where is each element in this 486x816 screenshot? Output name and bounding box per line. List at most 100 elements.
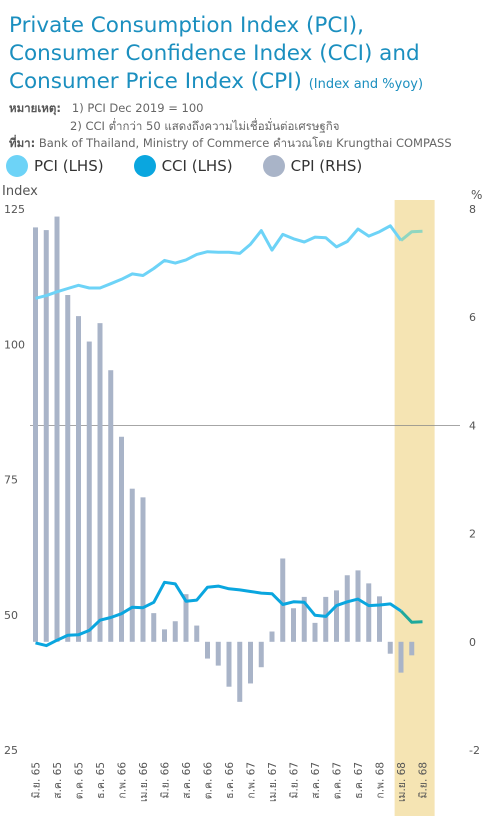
left-tick-label: 75: [4, 474, 18, 487]
source-text: Bank of Thailand, Ministry of Commerce ค…: [35, 136, 452, 150]
cpi-bar: [269, 631, 275, 642]
x-tick-label: ต.ค. 66: [203, 762, 215, 800]
x-tick-label: ก.พ. 68: [375, 762, 387, 799]
x-tick-label: ส.ค. 67: [310, 762, 322, 799]
title-line-3: Consumer Price Index (CPI): [9, 69, 302, 94]
note-label: หมายเหตุ:: [9, 101, 61, 115]
right-tick-label: 0: [469, 636, 476, 649]
cci-swatch-icon: [133, 155, 156, 177]
cpi-bar: [387, 641, 393, 654]
legend-item-cpi: CPI (RHS): [262, 155, 363, 177]
chart-area: Index % 125 100 75 50 25 8 6 4 2 0 -2 มิ.ย. 65 ส.ค.…: [2, 184, 482, 816]
cpi-swatch-icon: [262, 155, 285, 177]
forecast-shading: [394, 200, 435, 816]
cpi-bar: [162, 629, 167, 642]
cpi-bar: [366, 583, 372, 642]
x-tick-label: ธ.ค. 66: [224, 762, 236, 799]
note-line-1: 1) PCI Dec 2019 = 100: [71, 101, 204, 115]
x-tick-label: เม.ย. 67: [267, 762, 279, 802]
legend: PCI (LHS) CCI (LHS) CPI (RHS): [6, 154, 392, 178]
cpi-bar: [86, 341, 92, 642]
right-tick-label: 2: [469, 528, 476, 541]
cpi-bar: [398, 641, 404, 673]
legend-label-cci: CCI (LHS): [161, 157, 233, 175]
cpi-bar: [237, 641, 243, 702]
cpi-bar: [280, 558, 286, 642]
x-tick-label: เม.ย. 68: [396, 762, 408, 802]
left-tick-label: 125: [4, 203, 25, 216]
cpi-bar: [215, 641, 221, 666]
index-lines: [35, 224, 423, 648]
cpi-bar: [258, 641, 264, 668]
x-tick-label: ต.ค. 65: [74, 762, 86, 799]
x-tick-label: ธ.ค. 65: [95, 762, 107, 799]
source-label: ที่มา:: [9, 136, 36, 150]
right-tick-label: 6: [469, 311, 476, 324]
left-tick-label: 25: [4, 744, 18, 757]
cpi-bar: [65, 295, 71, 642]
title-line-2: Consumer Confidence Index (CCI) and: [9, 41, 420, 66]
title-line-1: Private Consumption Index (PCI),: [9, 13, 364, 38]
cpi-bar: [33, 227, 38, 642]
x-tick-label: ธ.ค. 67: [353, 762, 365, 799]
cpi-bar: [129, 488, 135, 642]
cpi-bar: [226, 641, 232, 687]
cpi-bar: [108, 370, 114, 642]
note-line-2: 2) CCI ต่ำกว่า 50 แสดงถึงความไม่เชื่อมั่…: [70, 119, 340, 133]
left-axis-label: Index: [2, 184, 38, 199]
pci-forecast-line: [400, 229, 423, 242]
cpi-bar: [54, 216, 60, 642]
cpi-bar: [183, 594, 189, 642]
title-unit-note: (Index and %yoy): [308, 77, 424, 92]
right-axis-label: %: [471, 188, 482, 202]
cpi-bar: [119, 436, 124, 642]
right-tick-label: 8: [469, 203, 476, 216]
source-row: ที่มา: Bank of Thailand, Ministry of Com…: [9, 135, 452, 153]
cpi-bar: [97, 323, 103, 642]
cpi-bar: [334, 590, 339, 642]
cpi-bar: [291, 608, 296, 642]
cpi-bar: [76, 316, 81, 642]
cpi-bar: [205, 641, 210, 659]
cpi-bar: [248, 641, 253, 684]
note-row-1: หมายเหตุ: 1) PCI Dec 2019 = 100: [9, 100, 203, 118]
cpi-bar: [409, 641, 415, 656]
right-tick-label: 4: [469, 419, 476, 432]
legend-label-cpi: CPI (RHS): [290, 157, 363, 175]
cpi-bars: [33, 216, 415, 702]
cpi-bar: [323, 596, 329, 642]
x-tick-labels: มิ.ย. 65 ส.ค. 65 ต.ค. 65 ธ.ค. 65 ก.พ. 66 เม.ย…: [31, 762, 430, 802]
pci-swatch-icon: [6, 155, 28, 177]
x-tick-label: มิ.ย. 65: [31, 762, 43, 798]
cpi-bar: [194, 625, 200, 642]
cpi-bar: [151, 613, 157, 642]
x-tick-label: ก.พ. 67: [246, 762, 258, 799]
cpi-bar: [344, 575, 350, 642]
x-tick-label: ก.พ. 66: [117, 762, 129, 799]
x-tick-label: ต.ค. 67: [332, 762, 344, 799]
cpi-bar: [312, 622, 318, 642]
legend-label-pci: PCI (LHS): [34, 157, 104, 175]
cpi-bar: [355, 570, 361, 642]
cci-line: [35, 580, 402, 648]
legend-item-cci: CCI (LHS): [133, 155, 233, 177]
x-tick-label: ส.ค. 66: [181, 762, 193, 799]
x-tick-label: มิ.ย. 67: [289, 762, 301, 798]
cpi-bar: [140, 497, 146, 642]
left-tick-label: 100: [4, 338, 25, 351]
chart-title: Private Consumption Index (PCI), Consume…: [9, 12, 481, 99]
cpi-bar: [43, 230, 49, 642]
legend-item-pci: PCI (LHS): [6, 155, 104, 177]
cpi-bar: [301, 596, 307, 642]
x-tick-label: ส.ค. 65: [52, 762, 64, 799]
x-tick-label: เม.ย. 66: [138, 762, 150, 802]
axes: Index % 125 100 75 50 25 8 6 4 2 0 -2: [2, 184, 482, 757]
cpi-bar: [172, 621, 178, 642]
pci-line: [35, 224, 403, 300]
left-tick-label: 50: [4, 609, 18, 622]
x-tick-label: มิ.ย. 68: [418, 762, 430, 798]
right-tick-label: -2: [469, 744, 480, 757]
x-tick-label: มิ.ย. 66: [160, 762, 172, 799]
cci-forecast-line: [399, 609, 423, 624]
cpi-bar: [377, 596, 382, 642]
